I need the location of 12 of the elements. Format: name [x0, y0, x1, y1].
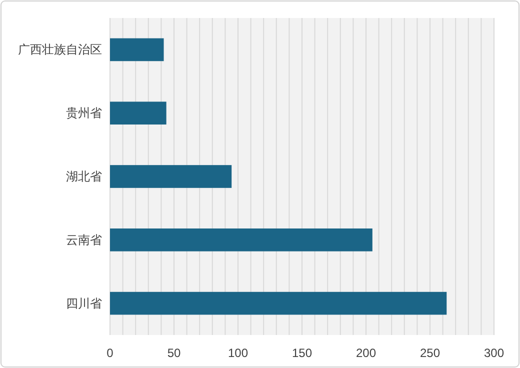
x-tick-label: 50	[167, 346, 181, 360]
y-tick-label: 四川省	[66, 296, 102, 310]
x-tick-label: 300	[484, 346, 504, 360]
x-tick-label: 200	[356, 346, 376, 360]
y-tick-label: 贵州省	[66, 106, 102, 120]
y-tick-label: 广西壮族自治区	[18, 42, 102, 57]
x-tick-label: 250	[420, 346, 440, 360]
x-tick-label: 0	[106, 346, 114, 360]
y-tick-label: 云南省	[66, 232, 102, 247]
x-tick-label: 150	[292, 346, 312, 360]
y-tick-label: 湖北省	[66, 170, 102, 184]
x-tick-label: 100	[228, 346, 248, 360]
